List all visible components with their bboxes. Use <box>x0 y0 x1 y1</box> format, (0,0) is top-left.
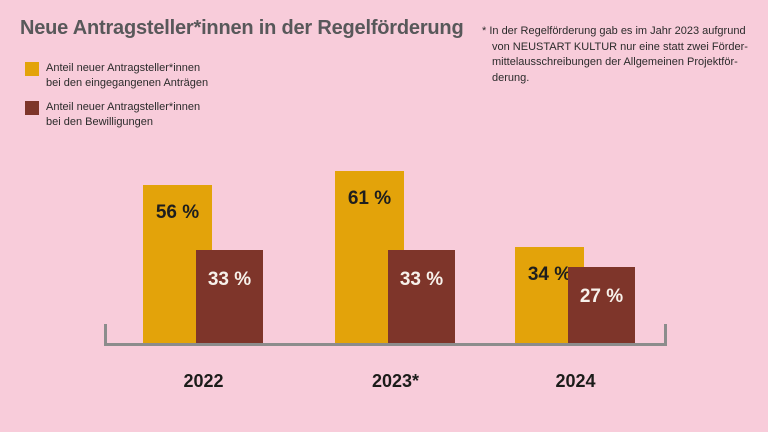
legend: Anteil neuer Antragsteller*innen bei den… <box>25 61 208 139</box>
x-axis-label-2024: 2024 <box>555 371 596 391</box>
legend-label-line1: Anteil neuer Antragsteller*innen <box>46 62 201 74</box>
legend-item-bewilligungen: Anteil neuer Antragsteller*innen bei den… <box>25 100 208 130</box>
legend-swatch-bewilligungen <box>25 101 39 115</box>
bar-value-label: 33 % <box>399 269 444 290</box>
x-axis-label-2022: 2022 <box>183 371 224 391</box>
bar-2024-bewilligungen: 27 % <box>568 267 635 343</box>
footnote-line: derung. <box>492 71 530 84</box>
bar-value-label: 27 % <box>579 286 624 307</box>
x-axis-left-tick <box>104 324 107 346</box>
footnote-line: von NEUSTART KULTUR nur eine statt zwei … <box>492 40 748 53</box>
bar-value-label: 61 % <box>347 188 392 209</box>
bar-2023-bewilligungen: 33 % <box>388 250 455 343</box>
legend-label-line2: bei den Bewilligungen <box>46 116 154 128</box>
legend-label-line1: Anteil neuer Antragsteller*innen <box>46 101 201 113</box>
bar-value-label: 56 % <box>155 202 200 223</box>
chart-title: Neue Antragsteller*innen in der Regelför… <box>20 17 464 39</box>
legend-label-eingegangene-antraege: Anteil neuer Antragsteller*innen bei den… <box>46 61 208 91</box>
bar-value-label: 34 % <box>527 264 572 285</box>
footnote-line: mittelausschreibungen der Allgemeinen Pr… <box>492 56 738 68</box>
bar-2022-bewilligungen: 33 % <box>196 250 263 343</box>
legend-label-bewilligungen: Anteil neuer Antragsteller*innen bei den… <box>46 100 200 130</box>
bar-value-label: 33 % <box>207 269 252 290</box>
footnote-line: * In der Regelförderung gab es im Jahr 2… <box>482 25 746 37</box>
x-axis-right-tick <box>664 324 667 346</box>
legend-item-eingegangene-antraege: Anteil neuer Antragsteller*innen bei den… <box>25 61 208 91</box>
x-axis-label-2023: 2023* <box>371 371 420 391</box>
footnote: * In der Regelförderung gab es im Jahr 2… <box>482 24 748 86</box>
legend-swatch-eingegangene-antraege <box>25 62 39 76</box>
x-axis-line <box>104 343 667 346</box>
legend-label-line2: bei den eingegangenen Anträgen <box>46 77 209 89</box>
